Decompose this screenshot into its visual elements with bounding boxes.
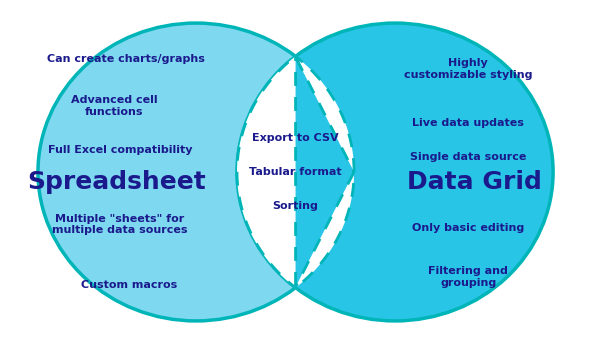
Text: Sorting: Sorting (272, 201, 319, 211)
Text: Only basic editing: Only basic editing (412, 223, 524, 233)
Text: Full Excel compatibility: Full Excel compatibility (48, 145, 192, 155)
Text: Custom macros: Custom macros (80, 280, 177, 290)
Text: Advanced cell
functions: Advanced cell functions (71, 95, 157, 117)
Text: Live data updates: Live data updates (413, 118, 524, 128)
Text: Single data source: Single data source (410, 152, 527, 162)
Ellipse shape (237, 23, 553, 321)
Text: Tabular format: Tabular format (249, 167, 342, 177)
Text: Filtering and
grouping: Filtering and grouping (428, 266, 508, 288)
Text: Data Grid: Data Grid (407, 170, 541, 194)
Ellipse shape (38, 23, 354, 321)
Text: Can create charts/graphs: Can create charts/graphs (47, 54, 204, 64)
Text: Highly
customizable styling: Highly customizable styling (404, 58, 532, 79)
Text: Multiple "sheets" for
multiple data sources: Multiple "sheets" for multiple data sour… (52, 214, 188, 235)
Polygon shape (237, 56, 354, 288)
Text: Export to CSV: Export to CSV (252, 133, 339, 143)
Text: Spreadsheet: Spreadsheet (28, 170, 206, 194)
